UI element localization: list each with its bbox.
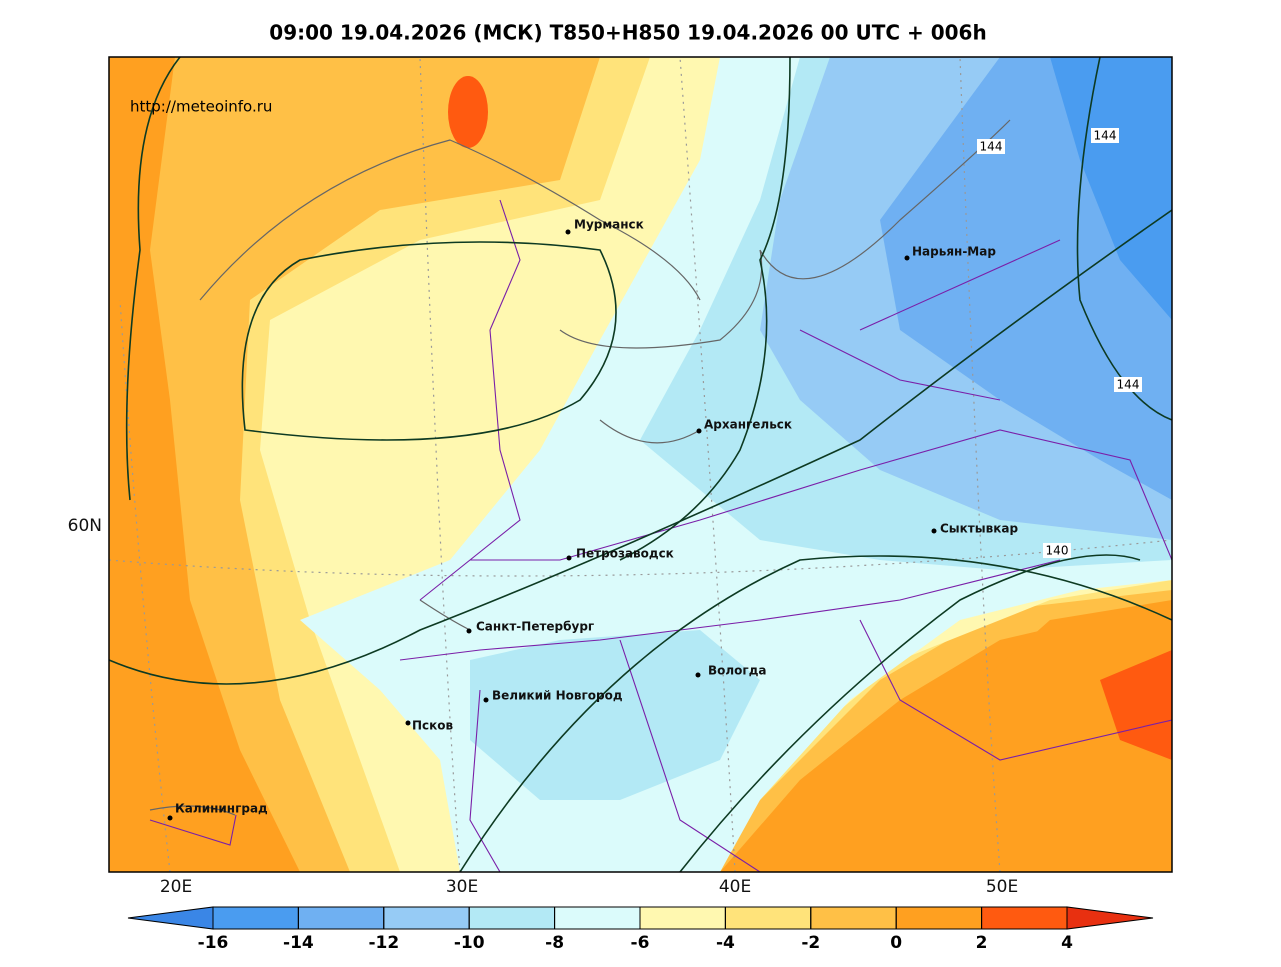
colorbar-tick-label: -14 xyxy=(283,933,314,953)
source-url: http://meteoinfo.ru xyxy=(130,98,272,116)
colorbar: -16 -14 -12 -10 -8 -6 -4 -2 0 2 4 xyxy=(127,906,1154,953)
colorbar-tick-label: -10 xyxy=(454,933,485,953)
colorbar-tick-label: 4 xyxy=(1061,933,1073,953)
city-label: Нарьян-Мар xyxy=(912,245,996,259)
lat-label: 60N xyxy=(68,516,102,536)
colorbar-tick-label: 2 xyxy=(976,933,988,953)
city-label: Калининград xyxy=(175,802,268,816)
lon-label: 20E xyxy=(160,877,192,897)
city-label: Псков xyxy=(412,719,454,733)
contour-labels: 144 144 144 140 xyxy=(977,128,1142,558)
colorbar-box xyxy=(212,906,299,930)
city-label: Великий Новгород xyxy=(492,689,623,703)
contour-label: 140 xyxy=(1046,544,1069,558)
title: 09:00 19.04.2026 (МСК) T850+H850 19.04.2… xyxy=(269,21,986,45)
colorbar-tick-label: -8 xyxy=(545,933,564,953)
colorbar-box xyxy=(468,906,556,930)
city-label: Архангельск xyxy=(704,418,792,432)
map-frame xyxy=(108,56,1173,873)
city-label: Мурманск xyxy=(574,218,644,232)
city-label: Петрозаводск xyxy=(576,547,674,561)
colorbar-tick-label: -16 xyxy=(198,933,229,953)
colorbar-box xyxy=(639,906,726,930)
contour-label: 144 xyxy=(980,140,1003,154)
colorbar-box xyxy=(383,906,470,930)
colorbar-tick-label: -4 xyxy=(716,933,735,953)
lon-label: 50E xyxy=(986,877,1018,897)
lon-label: 30E xyxy=(446,877,478,897)
colorbar-box xyxy=(297,906,385,930)
colorbar-box xyxy=(724,906,812,930)
contour-label: 144 xyxy=(1117,378,1140,392)
map-fill xyxy=(109,57,1172,872)
colorbar-box xyxy=(981,906,1068,930)
colorbar-extend-high xyxy=(1066,906,1154,930)
contour-label: 144 xyxy=(1094,129,1117,143)
colorbar-extend-low xyxy=(127,906,214,930)
colorbar-tick-label: -2 xyxy=(801,933,820,953)
city-label: Вологда xyxy=(708,664,766,678)
colorbar-tick-label: -6 xyxy=(631,933,650,953)
cities: Мурманск Нарьян-Мар Архангельск Сыктывка… xyxy=(167,218,1018,821)
colorbar-box xyxy=(810,906,897,930)
city-label: Сыктывкар xyxy=(940,522,1018,536)
colorbar-box xyxy=(554,906,641,930)
city-label: Санкт-Петербург xyxy=(476,620,594,634)
colorbar-box xyxy=(895,906,983,930)
colorbar-tick-label: -12 xyxy=(368,933,399,953)
lon-label: 40E xyxy=(719,877,751,897)
colorbar-tick-label: 0 xyxy=(890,933,902,953)
